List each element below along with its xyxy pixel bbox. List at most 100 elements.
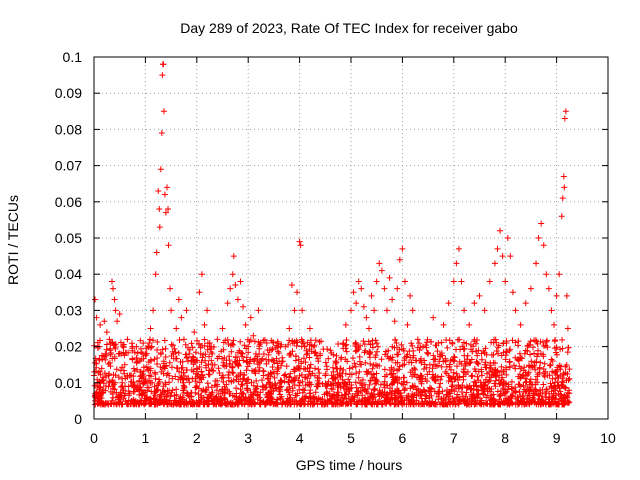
data-point xyxy=(407,292,414,299)
data-point xyxy=(160,61,167,68)
data-point xyxy=(163,184,170,191)
data-point xyxy=(350,289,357,296)
data-point xyxy=(101,318,108,325)
data-point xyxy=(157,166,164,173)
data-point xyxy=(450,278,457,285)
data-point xyxy=(232,282,239,289)
x-axis-label: GPS time / hours xyxy=(296,457,403,473)
data-point xyxy=(162,209,169,216)
data-point xyxy=(371,307,378,314)
data-point xyxy=(114,318,121,325)
data-point xyxy=(180,336,187,343)
data-point xyxy=(562,108,569,115)
data-point xyxy=(92,296,99,303)
data-point xyxy=(224,300,231,307)
data-point xyxy=(191,329,198,336)
data-point xyxy=(481,307,488,314)
data-point xyxy=(445,300,452,307)
data-point xyxy=(383,307,390,314)
data-point xyxy=(106,336,113,343)
data-point xyxy=(237,278,244,285)
data-point xyxy=(409,307,416,314)
data-point xyxy=(507,253,514,260)
y-tick-label: 0.03 xyxy=(55,302,82,318)
data-point xyxy=(502,278,509,285)
y-tick-label: 0.09 xyxy=(55,85,82,101)
data-point xyxy=(533,260,540,267)
data-point xyxy=(230,253,237,260)
y-axis-tick-labels: 0 0.01 0.02 0.03 0.04 0.05 0.06 0.07 0.08 0.09 0.1 xyxy=(55,49,82,427)
data-point xyxy=(111,296,118,303)
data-point xyxy=(250,332,257,339)
data-point xyxy=(373,278,380,285)
data-point xyxy=(414,336,421,343)
data-point xyxy=(234,296,241,303)
data-point xyxy=(540,242,547,249)
x-tick-label: 2 xyxy=(193,430,201,446)
x-tick-label: 6 xyxy=(399,430,407,446)
data-point xyxy=(394,285,401,292)
data-point xyxy=(156,206,163,213)
data-point xyxy=(389,296,396,303)
data-point xyxy=(396,256,403,263)
data-point xyxy=(404,321,411,328)
data-point xyxy=(153,249,160,256)
y-tick-label: 0.02 xyxy=(55,339,82,355)
y-tick-label: 0.1 xyxy=(63,49,83,65)
data-point xyxy=(491,260,498,267)
data-point xyxy=(353,300,360,307)
data-point xyxy=(93,314,100,321)
data-point xyxy=(561,115,568,122)
data-point xyxy=(255,307,262,314)
data-point xyxy=(297,242,304,249)
data-point xyxy=(168,307,175,314)
data-point xyxy=(556,271,563,278)
x-tick-label: 4 xyxy=(296,430,304,446)
data-point xyxy=(471,300,478,307)
data-point xyxy=(355,278,362,285)
data-point xyxy=(173,325,180,332)
data-point xyxy=(97,321,104,328)
data-point xyxy=(553,292,560,299)
data-point xyxy=(399,245,406,252)
data-point xyxy=(121,361,128,368)
data-point xyxy=(440,321,447,328)
data-point xyxy=(312,365,319,372)
data-point xyxy=(183,307,190,314)
data-point xyxy=(545,285,552,292)
data-point xyxy=(160,108,167,115)
data-point xyxy=(563,292,570,299)
data-points xyxy=(91,61,573,408)
data-point xyxy=(161,191,168,198)
data-point xyxy=(186,350,193,357)
data-point xyxy=(214,336,221,343)
data-point xyxy=(512,307,519,314)
data-point xyxy=(494,245,501,252)
data-point xyxy=(453,260,460,267)
data-point xyxy=(504,235,511,241)
data-point xyxy=(240,303,247,310)
data-point xyxy=(158,130,165,137)
data-point xyxy=(358,285,365,292)
data-point xyxy=(299,307,306,314)
data-point xyxy=(165,242,172,249)
data-point xyxy=(327,347,334,354)
x-tick-label: 5 xyxy=(347,430,355,446)
data-point xyxy=(124,336,131,343)
x-tick-label: 1 xyxy=(142,430,150,446)
data-point xyxy=(296,238,303,245)
data-point xyxy=(486,278,493,285)
data-point xyxy=(167,285,174,292)
data-point xyxy=(517,321,524,328)
data-point xyxy=(538,220,545,227)
data-point xyxy=(401,278,408,285)
data-point xyxy=(368,292,375,299)
data-point xyxy=(391,318,398,325)
x-tick-label: 8 xyxy=(501,430,509,446)
data-point xyxy=(112,307,119,314)
x-axis-tick-labels: 0 1 2 3 4 5 6 7 8 9 10 xyxy=(90,430,616,446)
x-tick-label: 0 xyxy=(90,430,98,446)
data-point xyxy=(150,307,157,314)
data-point xyxy=(551,321,558,328)
